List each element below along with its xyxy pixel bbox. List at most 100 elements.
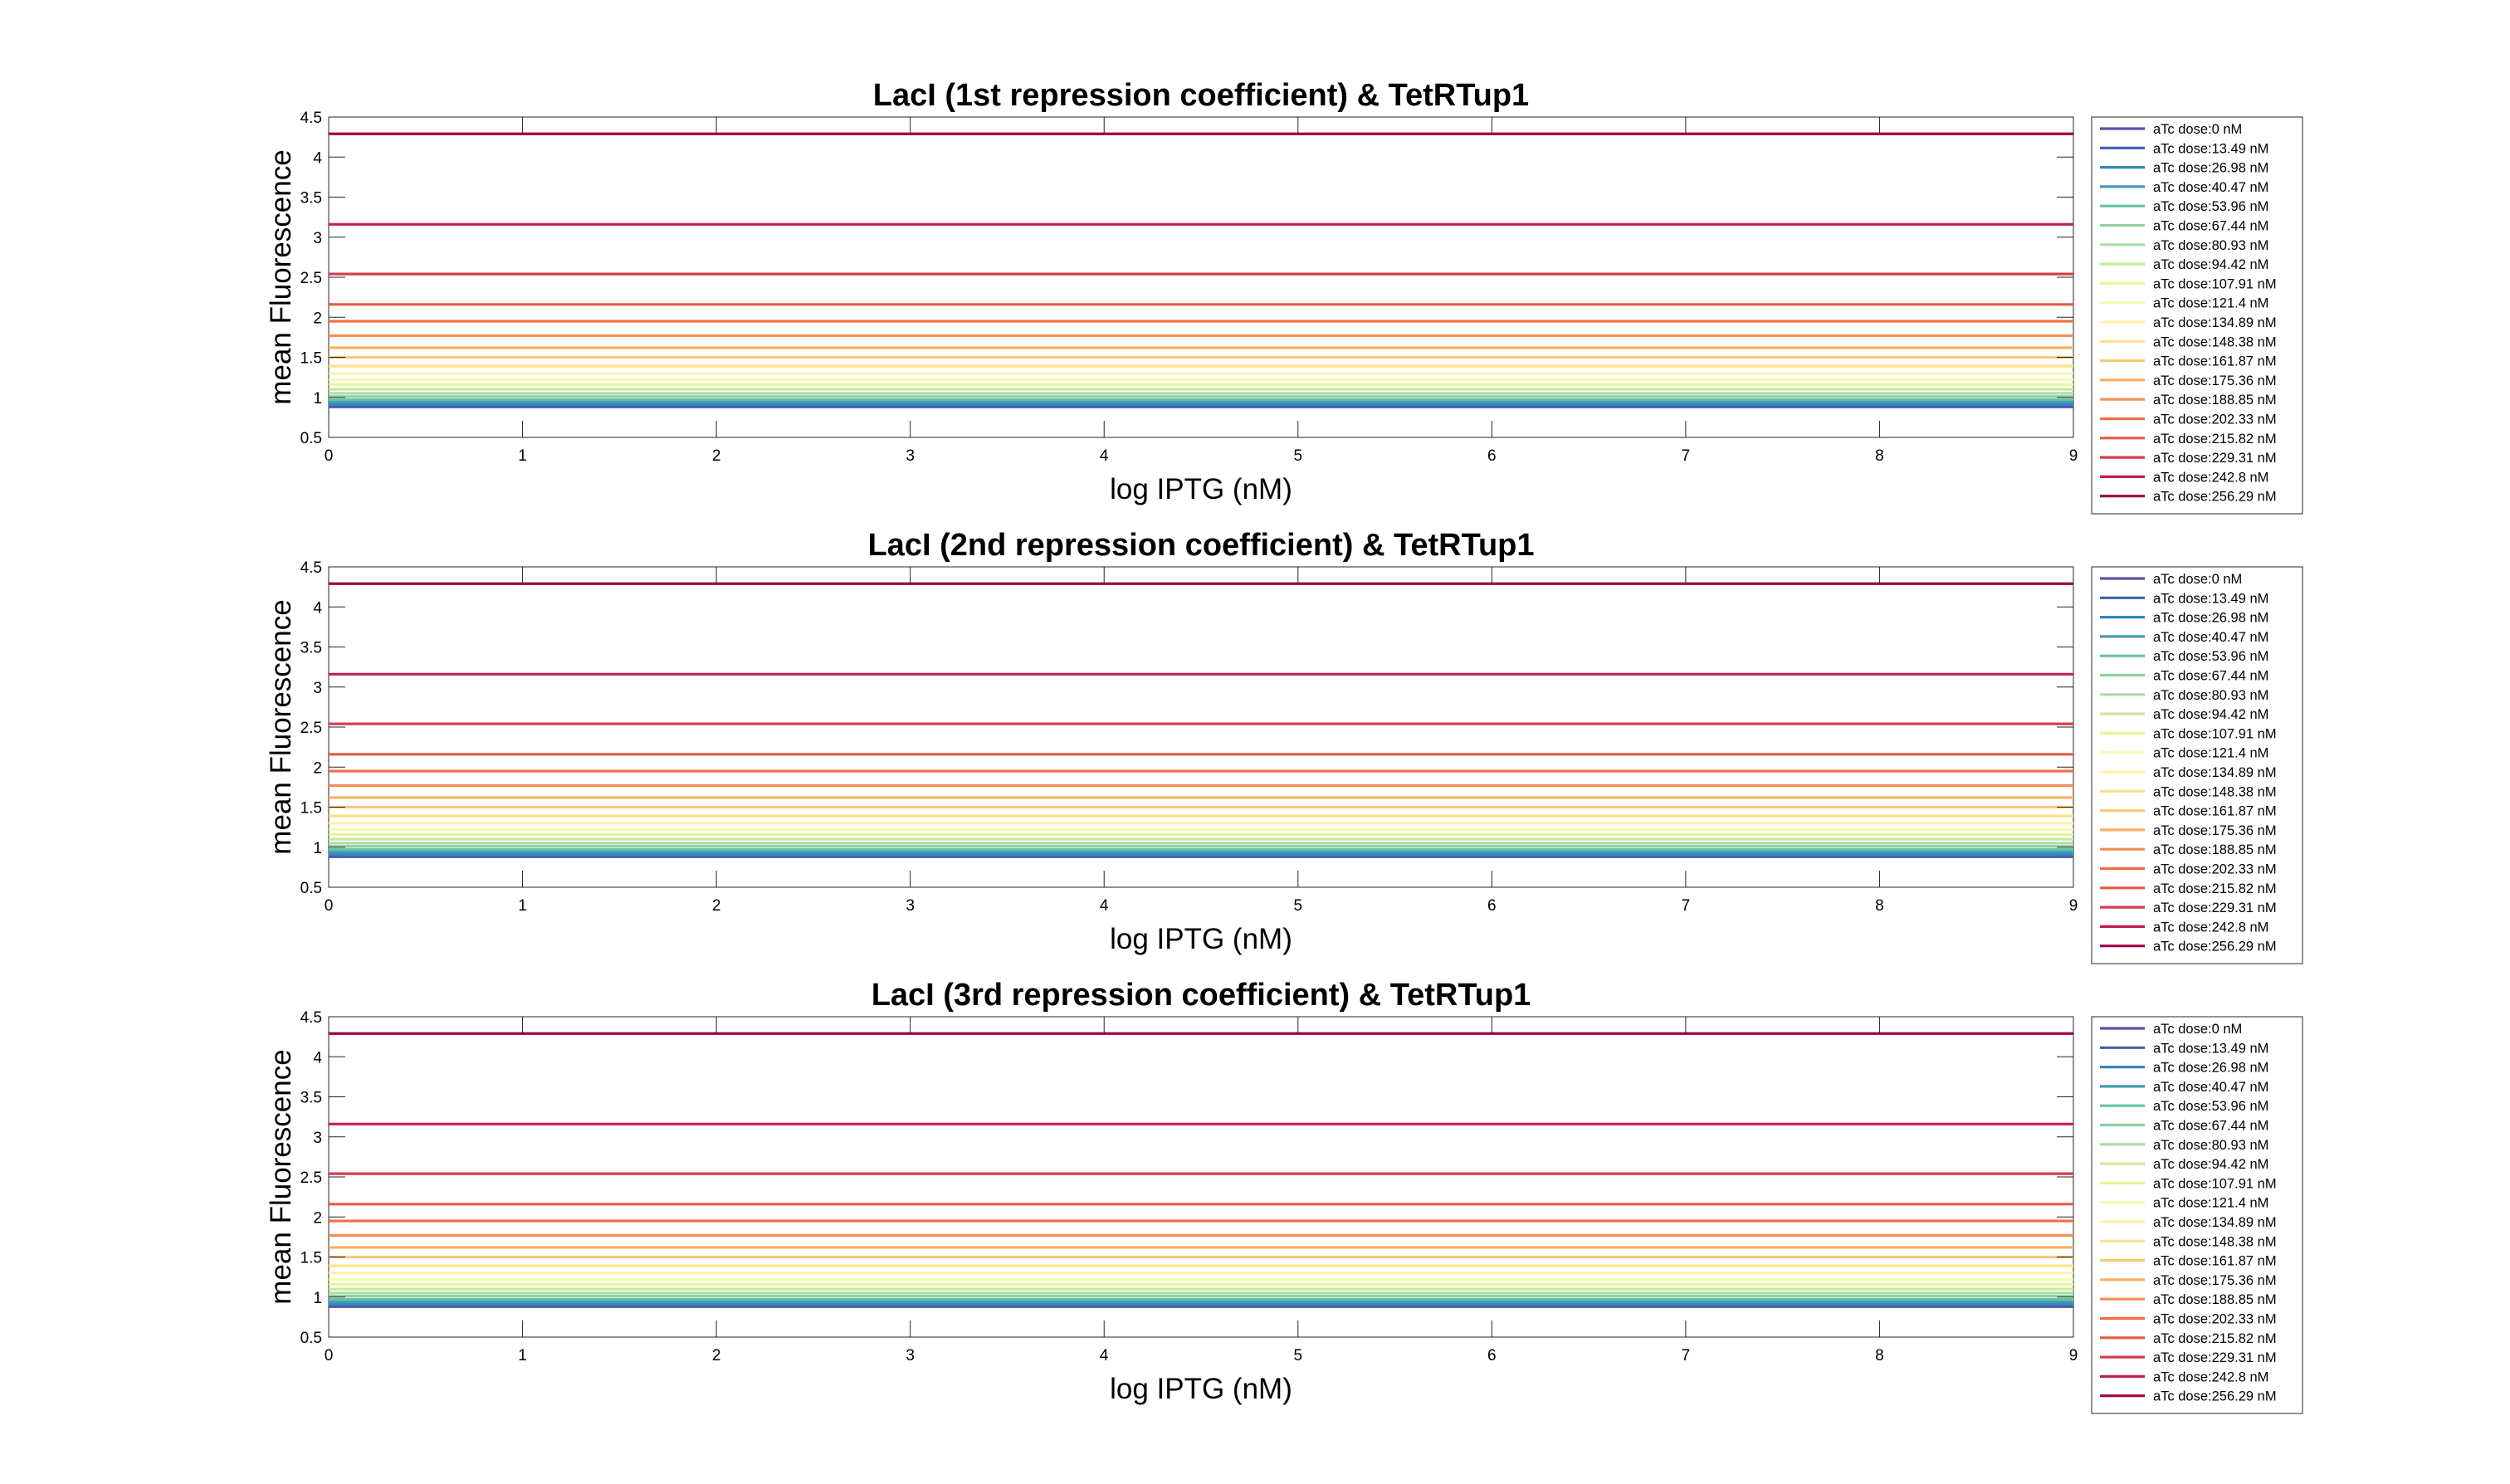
y-tick-label: 4	[313, 1049, 322, 1067]
legend-entry: aTc dose:229.31 nM	[2153, 901, 2277, 915]
legend-entry: aTc dose:161.87 nM	[2153, 354, 2277, 369]
legend-entry: aTc dose:107.91 nM	[2153, 1176, 2277, 1191]
y-tick-label: 1	[313, 840, 322, 857]
legend-entry: aTc dose:13.49 nM	[2153, 141, 2268, 156]
x-tick-label: 8	[1875, 897, 1884, 915]
legend-entry: aTc dose:107.91 nM	[2153, 276, 2277, 291]
x-tick-label: 2	[712, 1347, 721, 1364]
legend-entry: aTc dose:67.44 nM	[2153, 219, 2268, 234]
y-tick-label: 1	[313, 1290, 322, 1307]
legend-entry: aTc dose:229.31 nM	[2153, 1350, 2277, 1365]
x-tick-label: 0	[325, 447, 334, 465]
legend-entry: aTc dose:242.8 nM	[2153, 470, 2268, 485]
legend-entry: aTc dose:53.96 nM	[2153, 649, 2268, 664]
legend-entry: aTc dose:215.82 nM	[2153, 432, 2277, 447]
y-axis-label: mean Fluorescence	[265, 149, 297, 404]
y-tick-label: 2.5	[300, 270, 322, 287]
legend-entry: aTc dose:94.42 nM	[2153, 257, 2268, 272]
legend-entry: aTc dose:242.8 nM	[2153, 1369, 2268, 1384]
legend-entry: aTc dose:0 nM	[2153, 572, 2242, 587]
chart-title: LacI (3rd repression coefficient) & TetR…	[872, 978, 1531, 1013]
legend-entry: aTc dose:175.36 nM	[2153, 1273, 2277, 1288]
legend-entry: aTc dose:256.29 nM	[2153, 940, 2277, 954]
legend-entry: aTc dose:13.49 nM	[2153, 591, 2268, 606]
legend-box	[2091, 1016, 2303, 1414]
chart-panel-2: LacI (2nd repression coefficient) & TetR…	[265, 528, 2303, 964]
y-tick-label: 3.5	[300, 1090, 322, 1107]
legend-entry: aTc dose:0 nM	[2153, 122, 2242, 137]
chart-panel-1: LacI (1st repression coefficient) & TetR…	[265, 78, 2303, 515]
legend-entry: aTc dose:121.4 nM	[2153, 296, 2268, 311]
legend-entry: aTc dose:161.87 nM	[2153, 804, 2277, 819]
legend-entry: aTc dose:256.29 nM	[2153, 490, 2277, 505]
x-tick-label: 9	[2069, 447, 2078, 465]
x-tick-label: 3	[906, 447, 915, 465]
legend-entry: aTc dose:40.47 nM	[2153, 180, 2268, 195]
y-tick-label: 2.5	[300, 1169, 322, 1187]
legend-entry: aTc dose:40.47 nM	[2153, 630, 2268, 645]
legend-entry: aTc dose:40.47 nM	[2153, 1080, 2268, 1095]
legend-entry: aTc dose:0 nM	[2153, 1022, 2242, 1037]
x-tick-label: 5	[1293, 1347, 1302, 1364]
x-tick-label: 3	[906, 1347, 915, 1364]
x-tick-label: 9	[2069, 897, 2078, 915]
y-tick-label: 3.5	[300, 640, 322, 657]
y-tick-label: 4.5	[300, 1009, 322, 1027]
legend-entry: aTc dose:202.33 nM	[2153, 1312, 2277, 1327]
y-tick-label: 0.5	[300, 430, 322, 447]
x-tick-label: 1	[518, 897, 527, 915]
legend-entry: aTc dose:242.8 nM	[2153, 920, 2268, 935]
legend-entry: aTc dose:107.91 nM	[2153, 726, 2277, 741]
legend-entry: aTc dose:188.85 nM	[2153, 842, 2277, 857]
y-tick-label: 0.5	[300, 1330, 322, 1347]
x-tick-label: 8	[1875, 1347, 1884, 1364]
legend-entry: aTc dose:148.38 nM	[2153, 334, 2277, 349]
y-tick-label: 3.5	[300, 190, 322, 207]
legend-entry: aTc dose:175.36 nM	[2153, 373, 2277, 388]
legend-entry: aTc dose:134.89 nM	[2153, 765, 2277, 780]
legend-entry: aTc dose:67.44 nM	[2153, 669, 2268, 684]
legend: aTc dose:0 nM aTc dose:13.49 nM aTc dose:2…	[2091, 566, 2303, 964]
y-tick-label: 2	[313, 1209, 322, 1227]
legend-entry: aTc dose:202.33 nM	[2153, 412, 2277, 427]
x-tick-label: 4	[1100, 1347, 1109, 1364]
y-tick-label: 4.5	[300, 559, 322, 577]
y-axis-label: mean Fluorescence	[265, 599, 297, 854]
x-tick-label: 4	[1100, 447, 1109, 465]
x-axis-label: log IPTG (nM)	[1110, 1373, 1292, 1405]
legend-entry: aTc dose:80.93 nM	[2153, 238, 2268, 253]
x-axis-label: log IPTG (nM)	[1110, 923, 1292, 955]
legend-entry: aTc dose:188.85 nM	[2153, 393, 2277, 408]
legend-entry: aTc dose:26.98 nM	[2153, 1061, 2268, 1076]
x-tick-label: 4	[1100, 897, 1109, 915]
x-tick-label: 8	[1875, 447, 1884, 465]
legend: aTc dose:0 nM aTc dose:13.49 nM aTc dose:2…	[2091, 1016, 2303, 1414]
legend-box	[2091, 116, 2303, 515]
y-tick-label: 2.5	[300, 720, 322, 737]
legend-entry: aTc dose:80.93 nM	[2153, 1138, 2268, 1153]
legend-entry: aTc dose:134.89 nM	[2153, 315, 2277, 330]
y-tick-label: 4.5	[300, 110, 322, 127]
legend-entry: aTc dose:121.4 nM	[2153, 1196, 2268, 1211]
x-tick-label: 7	[1682, 1347, 1691, 1364]
x-tick-label: 5	[1293, 897, 1302, 915]
legend-box	[2091, 566, 2303, 964]
legend-entry: aTc dose:256.29 nM	[2153, 1389, 2277, 1404]
legend-entry: aTc dose:94.42 nM	[2153, 1157, 2268, 1172]
x-tick-label: 3	[906, 897, 915, 915]
legend-entry: aTc dose:94.42 nM	[2153, 707, 2268, 722]
y-tick-label: 1	[313, 390, 322, 408]
y-tick-label: 2	[313, 310, 322, 327]
legend-entry: aTc dose:188.85 nM	[2153, 1292, 2277, 1307]
legend-entry: aTc dose:175.36 nM	[2153, 823, 2277, 838]
y-tick-label: 1.5	[300, 350, 322, 368]
legend-entry: aTc dose:215.82 nM	[2153, 881, 2277, 896]
x-tick-label: 0	[325, 897, 334, 915]
legend-entry: aTc dose:161.87 nM	[2153, 1254, 2277, 1269]
legend-entry: aTc dose:229.31 nM	[2153, 451, 2277, 466]
legend-entry: aTc dose:148.38 nM	[2153, 784, 2277, 799]
legend-entry: aTc dose:67.44 nM	[2153, 1119, 2268, 1134]
x-tick-label: 6	[1487, 897, 1497, 915]
legend-entry: aTc dose:148.38 nM	[2153, 1234, 2277, 1249]
